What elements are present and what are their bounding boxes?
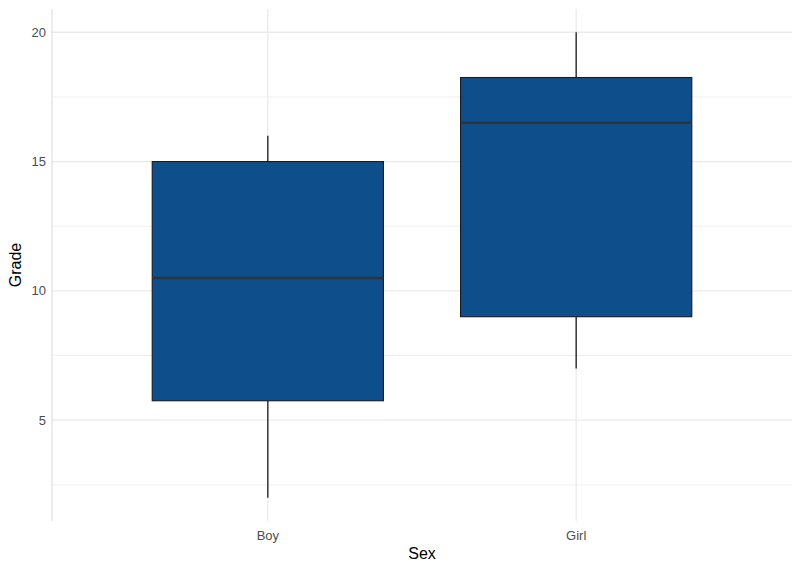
y-tick-label: 5 [39, 413, 46, 428]
y-axis-title: Grade [7, 243, 24, 288]
median-line [461, 121, 692, 124]
y-tick-label: 20 [32, 25, 46, 40]
grid-line [52, 420, 792, 421]
lower-whisker [267, 401, 268, 498]
plot-area [152, 32, 692, 497]
y-tick-label: 10 [32, 283, 46, 298]
chart: 5 10 15 20 Boy Girl Sex Grade [0, 0, 800, 571]
upper-whisker [576, 32, 577, 77]
y-axis-line [52, 9, 53, 521]
median-line [152, 277, 383, 280]
x-tick-label: Boy [257, 528, 280, 543]
x-axis-title: Sex [408, 545, 436, 562]
upper-whisker [267, 136, 268, 162]
lower-whisker [576, 317, 577, 369]
box [461, 78, 692, 317]
grid-line [52, 32, 792, 33]
y-tick-label: 15 [32, 154, 46, 169]
box [152, 162, 383, 401]
minor-grid [52, 484, 792, 485]
x-tick-label: Girl [566, 528, 586, 543]
